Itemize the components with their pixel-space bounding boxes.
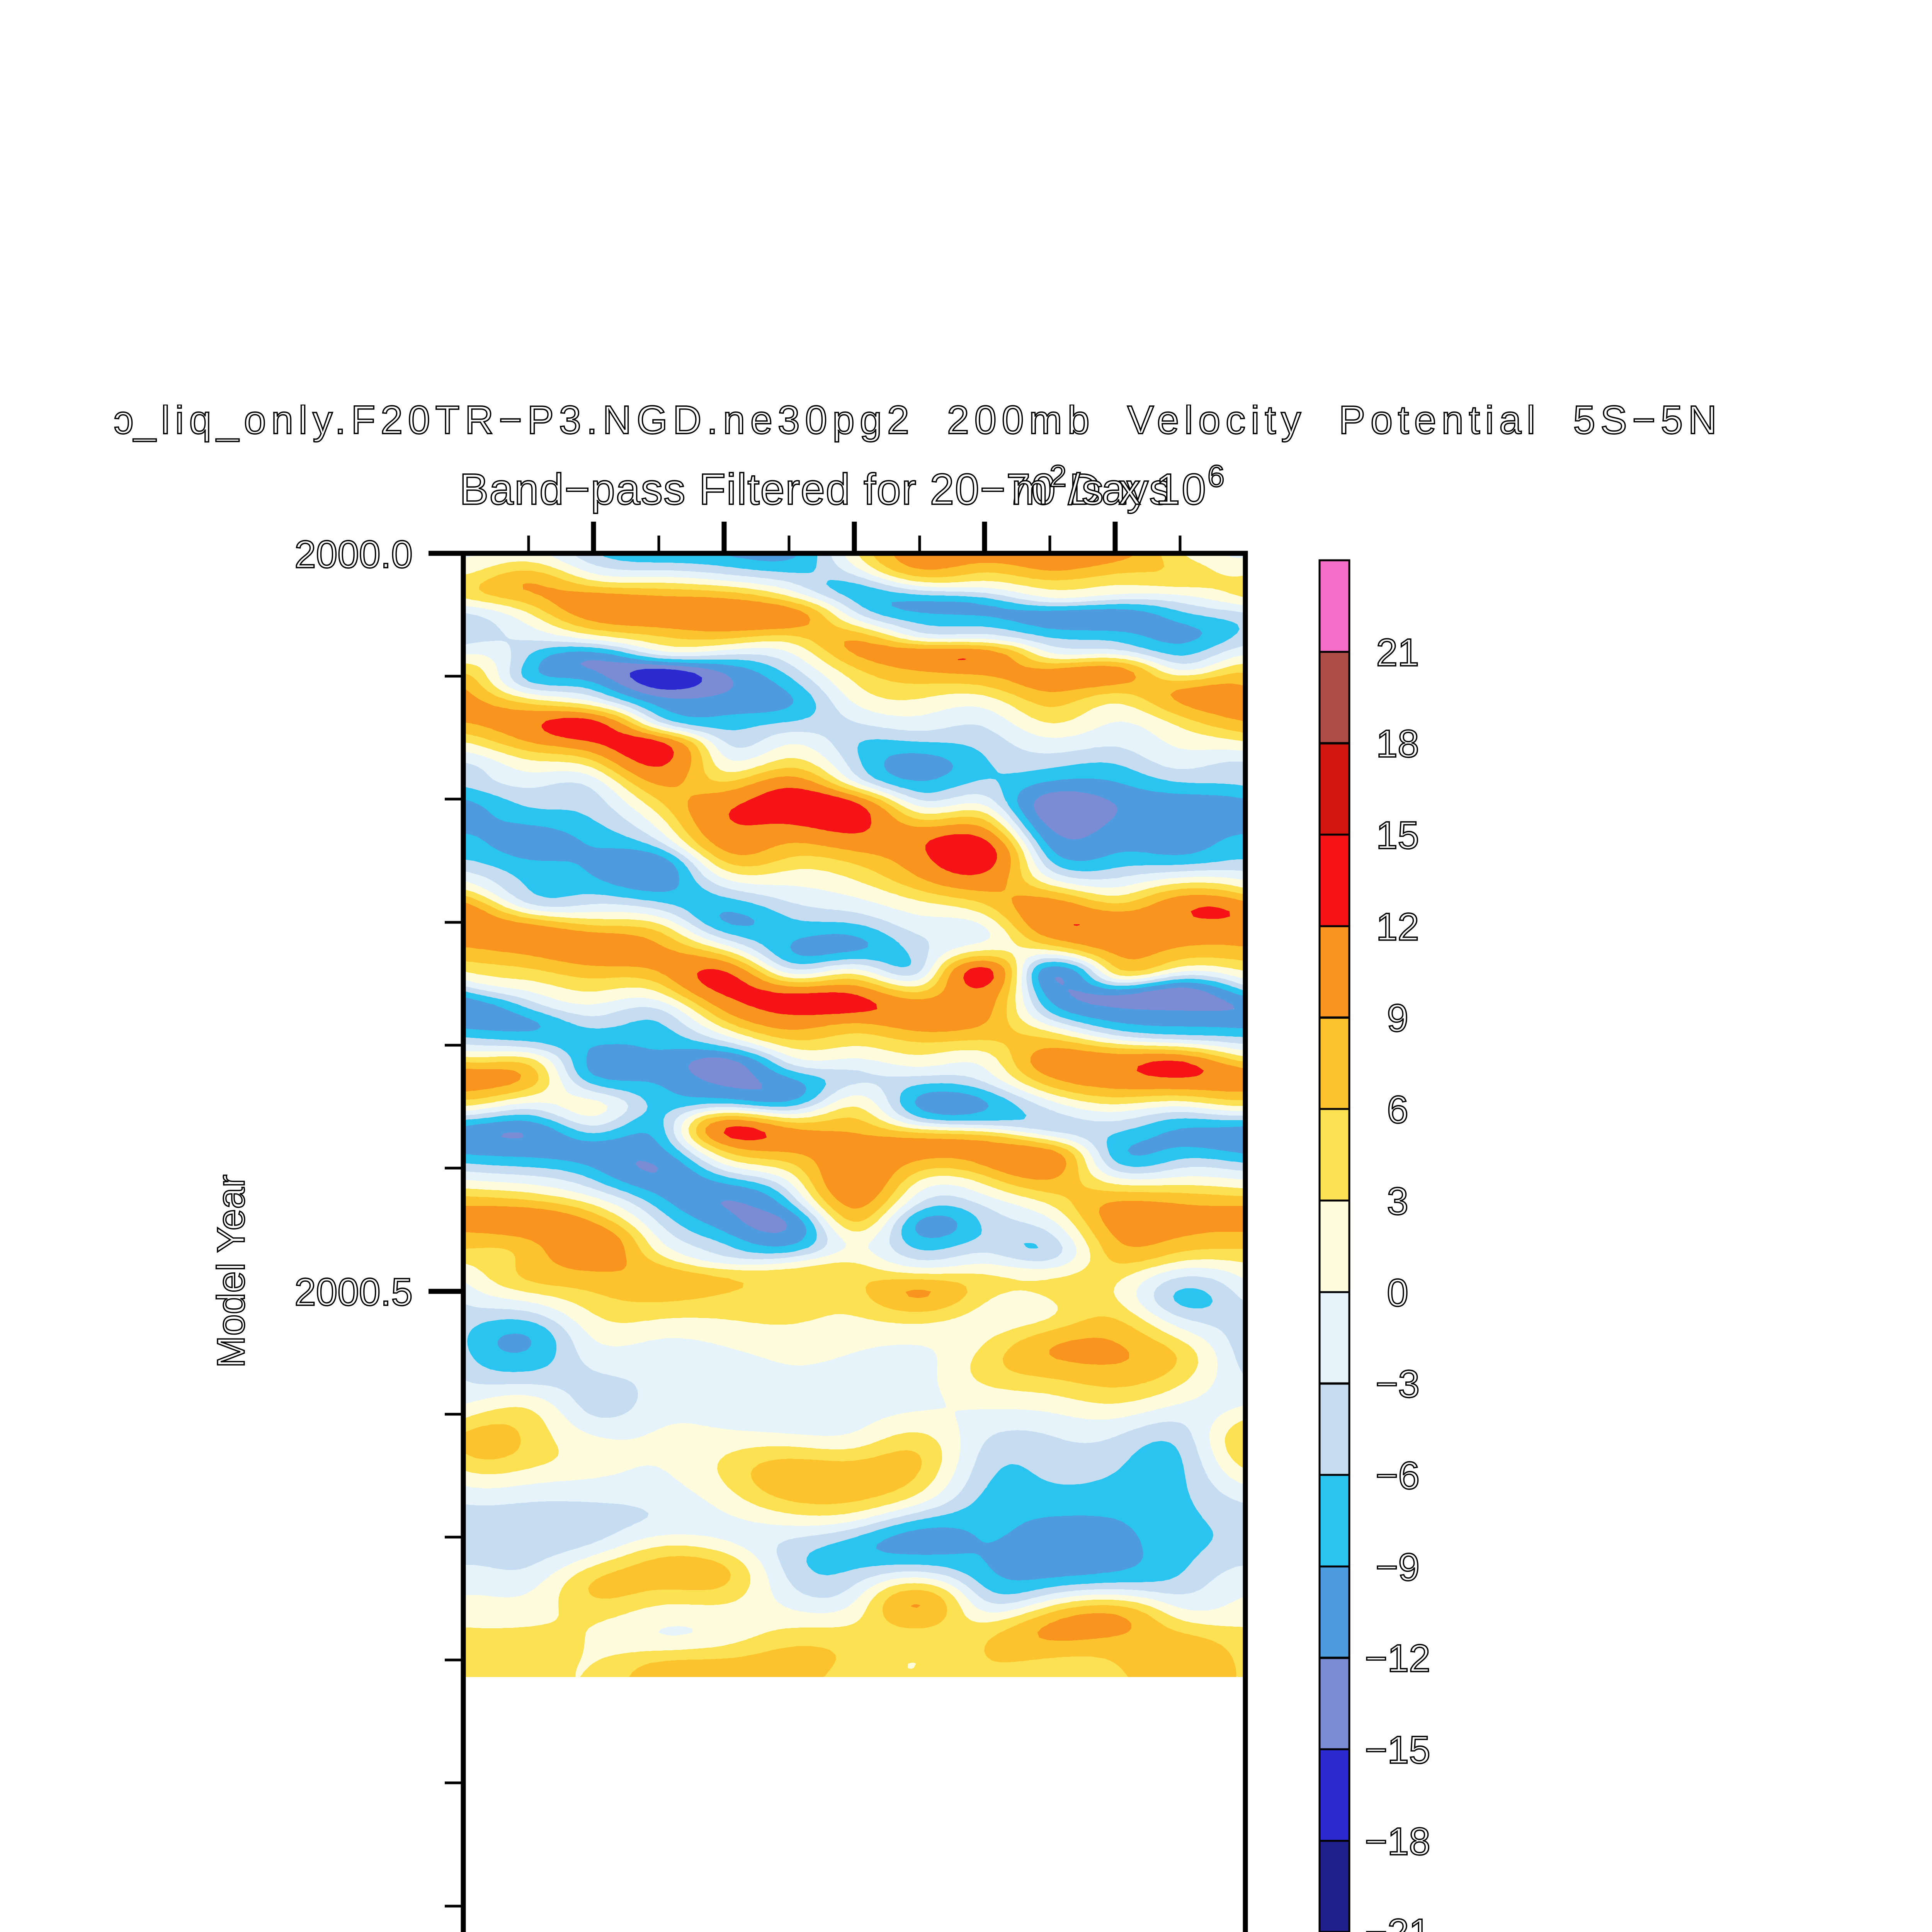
svg-text:Model Year: Model Year: [209, 1175, 253, 1368]
svg-text:−12: −12: [1365, 1637, 1430, 1680]
svg-text:−21: −21: [1365, 1911, 1430, 1932]
svg-text:_liq_only.F20TR−P3.NGD.ne30pg2: _liq_only.F20TR−P3.NGD.ne30pg2 200mb Vel…: [133, 398, 1722, 442]
svg-text:21: 21: [1376, 631, 1419, 674]
svg-text:2000.5: 2000.5: [294, 1270, 413, 1314]
svg-text:−3: −3: [1376, 1362, 1420, 1406]
svg-text:18: 18: [1376, 722, 1419, 765]
svg-text:m2/s x 106: m2/s x 106: [1012, 459, 1226, 514]
svg-text:−9: −9: [1376, 1546, 1420, 1589]
svg-text:3: 3: [1387, 1180, 1408, 1223]
svg-text:0: 0: [1387, 1271, 1408, 1315]
svg-text:−18: −18: [1365, 1820, 1430, 1863]
svg-text:−15: −15: [1365, 1728, 1430, 1772]
svg-text:2000.0: 2000.0: [294, 533, 413, 576]
svg-text:9: 9: [1387, 997, 1408, 1040]
svg-text:−6: −6: [1376, 1454, 1420, 1497]
svg-text:12: 12: [1376, 905, 1419, 949]
svg-text:15: 15: [1376, 814, 1419, 857]
svg-text:6: 6: [1387, 1088, 1408, 1131]
svg-text:Band−pass Filtered for 20−70 D: Band−pass Filtered for 20−70 Days: [459, 465, 1172, 514]
svg-text:c: c: [114, 398, 134, 442]
